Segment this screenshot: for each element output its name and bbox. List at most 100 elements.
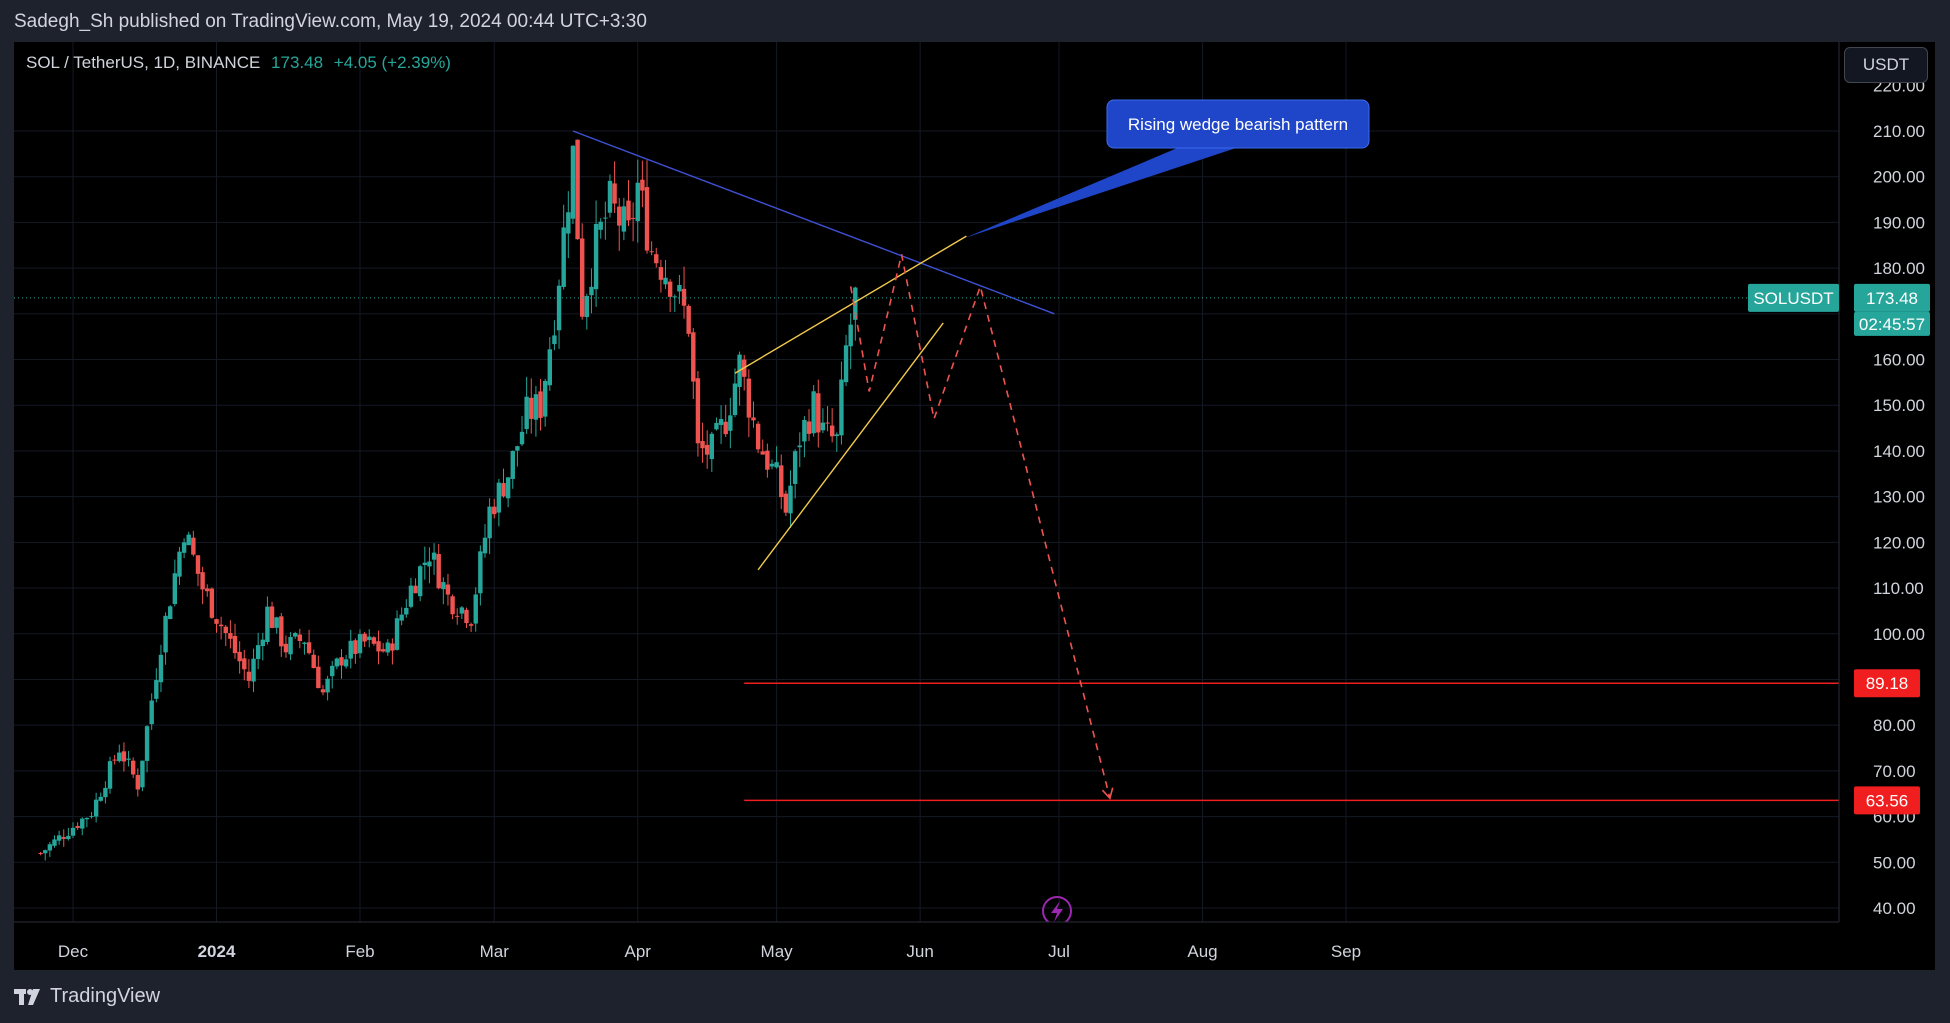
candle-body <box>760 451 765 455</box>
candle-body <box>154 680 159 699</box>
level-price-tag-bg <box>1854 669 1920 698</box>
y-tick-label: 40.00 <box>1873 899 1916 918</box>
candle-body <box>468 624 474 626</box>
candle-body <box>385 642 390 653</box>
x-tick-label: Feb <box>345 942 374 961</box>
candle-body <box>607 180 613 213</box>
x-tick-label: Jun <box>906 942 933 961</box>
candle-body <box>774 462 779 468</box>
candle-body <box>181 542 187 553</box>
footer-brand-label: TradingView <box>50 985 161 1007</box>
candle-body <box>70 827 76 836</box>
candle-body <box>251 658 256 682</box>
candle-body <box>478 551 483 594</box>
symbol-price-tag-bg <box>1748 283 1839 312</box>
candle-body <box>630 217 636 219</box>
candle-body <box>644 187 650 251</box>
last-price-tag: 173.48 <box>1854 283 1930 312</box>
candle-body <box>580 238 585 317</box>
y-tick-label: 140.00 <box>1873 442 1925 461</box>
y-tick-label: 50.00 <box>1873 853 1916 872</box>
candle-body <box>394 618 400 650</box>
candle-body <box>200 572 205 590</box>
candle-body <box>459 607 465 614</box>
candle-body <box>274 617 279 628</box>
candle-body <box>330 665 335 677</box>
candle-body <box>311 654 316 669</box>
candle-body <box>686 305 691 334</box>
candle-body <box>43 850 48 854</box>
countdown-tag: 02:45:57 <box>1854 311 1930 336</box>
candle-body <box>380 649 386 652</box>
candle-body <box>635 182 640 222</box>
footer-brand[interactable]: TradingView <box>14 985 160 1008</box>
candle-body <box>663 277 668 285</box>
x-tick-label: 2024 <box>198 942 236 961</box>
y-tick-label: 70.00 <box>1873 762 1916 781</box>
candle-body <box>149 700 154 725</box>
lightning-icon-bolt <box>1051 901 1063 922</box>
candle-body <box>297 634 303 642</box>
candle-body <box>806 421 812 434</box>
candle-body <box>255 645 261 660</box>
candle-body <box>218 624 224 627</box>
candle-body <box>816 393 821 433</box>
candle-body <box>802 419 807 442</box>
lightning-icon <box>1042 896 1072 926</box>
currency-button[interactable]: USDT <box>1844 47 1928 83</box>
candle-body <box>47 844 53 851</box>
candle-body <box>75 826 80 828</box>
candle-body <box>288 636 293 655</box>
candle-body <box>103 787 108 798</box>
chart-pane[interactable]: Rising wedge bearish pattern 210.00 200.00… <box>14 42 1935 970</box>
candle-body <box>584 295 590 318</box>
candle-body <box>556 285 562 331</box>
x-tick-label: Dec <box>58 942 89 961</box>
candle-body <box>232 635 238 654</box>
candle-body <box>779 465 784 498</box>
candle-body <box>246 671 252 681</box>
candle-body <box>431 552 437 560</box>
price-chart[interactable]: Rising wedge bearish pattern 210.00 200.00… <box>14 42 1935 970</box>
annotation-text: Rising wedge bearish pattern <box>1128 115 1348 134</box>
candle-body <box>843 345 849 383</box>
y-tick-label: 210.00 <box>1873 122 1925 141</box>
candle-body <box>269 606 275 628</box>
candle-body <box>765 450 770 470</box>
candle-body <box>334 658 340 667</box>
candle-body <box>547 349 552 386</box>
annotation-callout: Rising wedge bearish pattern <box>964 99 1370 239</box>
candle-body <box>677 285 682 292</box>
candle-body <box>163 615 168 653</box>
candle-body <box>376 641 381 652</box>
candle-body <box>195 555 201 574</box>
y-tick-label: 190.00 <box>1873 213 1925 232</box>
candle-body <box>130 760 136 775</box>
candle-body <box>172 573 178 604</box>
price-axis-bg <box>1839 42 1935 970</box>
candle-body <box>505 477 511 499</box>
candle-body <box>441 582 446 590</box>
candle-body <box>501 483 506 497</box>
candle-body <box>135 774 141 790</box>
candle-body <box>214 619 219 624</box>
countdown-tag-bg <box>1854 311 1930 336</box>
candle-body <box>510 450 515 479</box>
candle-body <box>283 643 289 653</box>
candle-body <box>496 482 502 513</box>
level-price-tag-text: 63.56 <box>1866 791 1909 810</box>
candle-body <box>66 835 71 840</box>
candle-body <box>61 837 66 839</box>
candle-body <box>390 643 395 651</box>
candle-body <box>640 179 645 191</box>
candle-body <box>603 217 608 219</box>
time-axis-bg <box>14 922 1839 970</box>
candle-body <box>98 796 103 801</box>
candle-body <box>691 332 696 382</box>
projection-path <box>849 254 1111 799</box>
candle-body <box>566 212 571 234</box>
last-price-tag-text: 173.48 <box>1866 289 1918 308</box>
candle-body <box>121 751 127 762</box>
candle-body <box>343 659 349 667</box>
y-tick-label: 200.00 <box>1873 168 1925 187</box>
